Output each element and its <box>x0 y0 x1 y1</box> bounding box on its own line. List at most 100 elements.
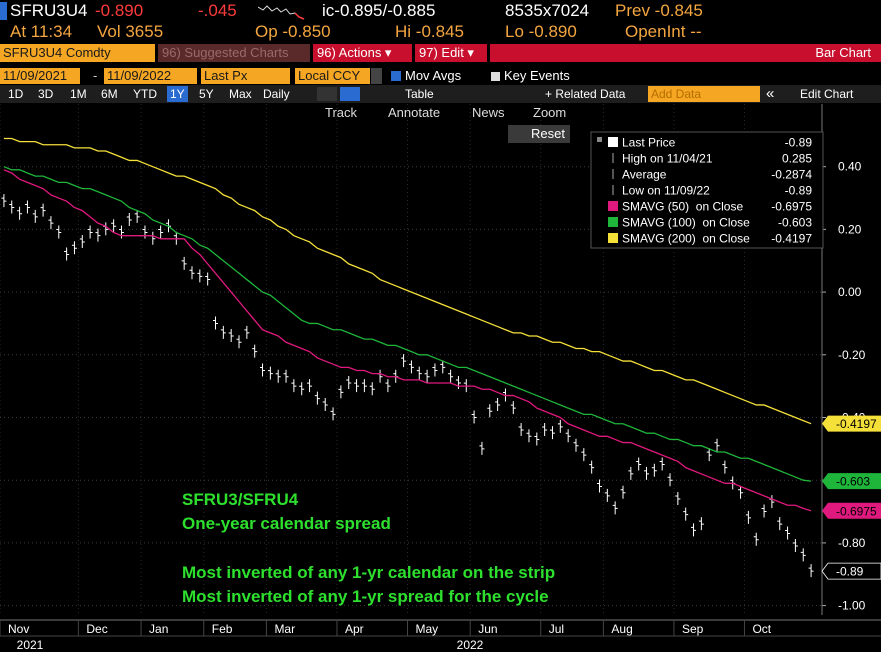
period-button[interactable]: Max <box>229 87 252 101</box>
price-bar <box>346 376 352 390</box>
price-bar <box>526 429 532 443</box>
price-bar <box>808 564 814 578</box>
x-tick-label: May <box>416 622 439 636</box>
y-tick-label: -0.80 <box>838 536 866 550</box>
period-button[interactable]: YTD <box>133 87 157 101</box>
year-label: 2021 <box>17 638 44 652</box>
chart-tool[interactable]: News <box>472 105 505 120</box>
end-date[interactable]: 11/09/2022 <box>104 68 197 84</box>
x-tick-label: Jan <box>149 622 168 636</box>
x-tick-label: Apr <box>345 622 364 636</box>
price-bar <box>495 397 501 411</box>
period-button[interactable]: 1D <box>8 87 24 101</box>
price-bar <box>714 438 720 452</box>
price-bar <box>659 457 665 471</box>
edit-chart-button[interactable]: Edit Chart <box>800 87 854 101</box>
price-bar <box>24 200 30 214</box>
price-bar <box>636 457 642 471</box>
table-button[interactable]: Table <box>405 87 434 101</box>
edit-menu[interactable]: 97) Edit ▾ <box>415 44 487 62</box>
high: Hi -0.845 <box>395 22 464 41</box>
price-bar <box>604 488 610 502</box>
period-button[interactable]: 6M <box>101 87 118 101</box>
frequency-select[interactable]: Daily <box>263 87 290 101</box>
period-button[interactable]: 3D <box>38 87 54 101</box>
bar-style-button[interactable] <box>340 87 360 101</box>
legend-swatch <box>608 233 618 243</box>
price-bar <box>267 366 273 380</box>
price-bar <box>432 363 438 377</box>
end-label-pointer <box>822 502 881 519</box>
moving-average-line <box>3 166 812 482</box>
x-tick-label: Mar <box>274 622 295 636</box>
chart-tool[interactable]: Track <box>325 105 358 120</box>
price-bar <box>510 401 516 415</box>
field-select[interactable]: Last Px <box>201 68 290 84</box>
mov-avgs-checkbox[interactable] <box>391 71 401 81</box>
period-button[interactable]: 5Y <box>199 87 214 101</box>
legend-swatch <box>608 137 618 147</box>
reset-button[interactable]: Reset <box>508 125 570 143</box>
bid-ask: ic-0.895/-0.885 <box>322 1 436 20</box>
legend-swatch <box>608 201 618 211</box>
ticker: SFRU3U4 <box>10 1 88 20</box>
sparkline <box>258 5 305 20</box>
x-tick-label: Sep <box>682 622 704 636</box>
price-bar <box>448 369 454 383</box>
price-bar <box>9 200 15 214</box>
price-bar <box>581 448 587 462</box>
add-data-field[interactable]: Add Data <box>648 86 760 102</box>
annotation: One-year calendar spread <box>182 514 391 533</box>
collapse-button[interactable]: « <box>766 85 775 102</box>
currency-select[interactable]: Local CCY <box>295 68 370 84</box>
price-bar <box>589 460 595 474</box>
price-bar <box>213 316 219 330</box>
legend-value: -0.4197 <box>771 232 812 246</box>
price-bar <box>236 335 242 349</box>
security-field[interactable]: SFRU3U4 Comdty <box>0 44 155 62</box>
price-bar <box>596 479 602 493</box>
price-bar <box>189 266 195 280</box>
price-bar <box>651 463 657 477</box>
chart-tool[interactable]: Zoom <box>533 105 567 120</box>
legend-label: SMAVG (50) on Close <box>622 200 743 214</box>
price-bar <box>738 485 744 499</box>
price-bar <box>691 523 697 537</box>
price-bar <box>17 206 23 220</box>
price-bar <box>542 423 548 437</box>
start-date[interactable]: 11/09/2021 <box>0 68 80 84</box>
chart-tool[interactable]: Annotate <box>388 105 441 120</box>
price-bar <box>416 366 422 380</box>
price-bar <box>408 360 414 374</box>
x-tick-label: Oct <box>752 622 771 636</box>
end-label-pointer <box>821 562 881 580</box>
price-bar <box>455 376 461 390</box>
previous-close: Prev -0.845 <box>615 1 703 20</box>
price-bar <box>291 379 297 393</box>
price-bar <box>761 504 767 518</box>
end-label-pointer <box>822 415 881 432</box>
period-button[interactable]: 1M <box>70 87 87 101</box>
suggested-charts[interactable]: 96) Suggested Charts <box>158 44 310 62</box>
legend-value: -0.6975 <box>771 200 812 214</box>
open-interest: OpenInt -- <box>625 22 702 41</box>
legend-label: High on 11/04/21 <box>622 152 713 166</box>
price-bar <box>479 441 485 455</box>
price-bar <box>71 241 77 255</box>
line-style-button[interactable] <box>317 87 337 101</box>
price-bar <box>792 539 798 553</box>
y-tick-label: -1.00 <box>838 599 866 613</box>
price-bar <box>675 492 681 506</box>
period-button[interactable]: 1Y <box>167 86 188 102</box>
actions-menu[interactable]: 96) Actions ▾ <box>313 44 412 62</box>
currency-dropdown[interactable] <box>371 68 382 84</box>
price-bar <box>644 466 650 480</box>
price-bar <box>777 517 783 531</box>
key-events-icon[interactable] <box>491 72 500 81</box>
price-bar <box>79 234 85 248</box>
key-events-label: Key Events <box>504 68 570 83</box>
price-bar <box>283 369 289 383</box>
related-data[interactable]: + Related Data <box>545 87 626 101</box>
legend-swatch <box>608 217 618 227</box>
annotation: Most inverted of any 1-yr calendar on th… <box>182 563 555 582</box>
